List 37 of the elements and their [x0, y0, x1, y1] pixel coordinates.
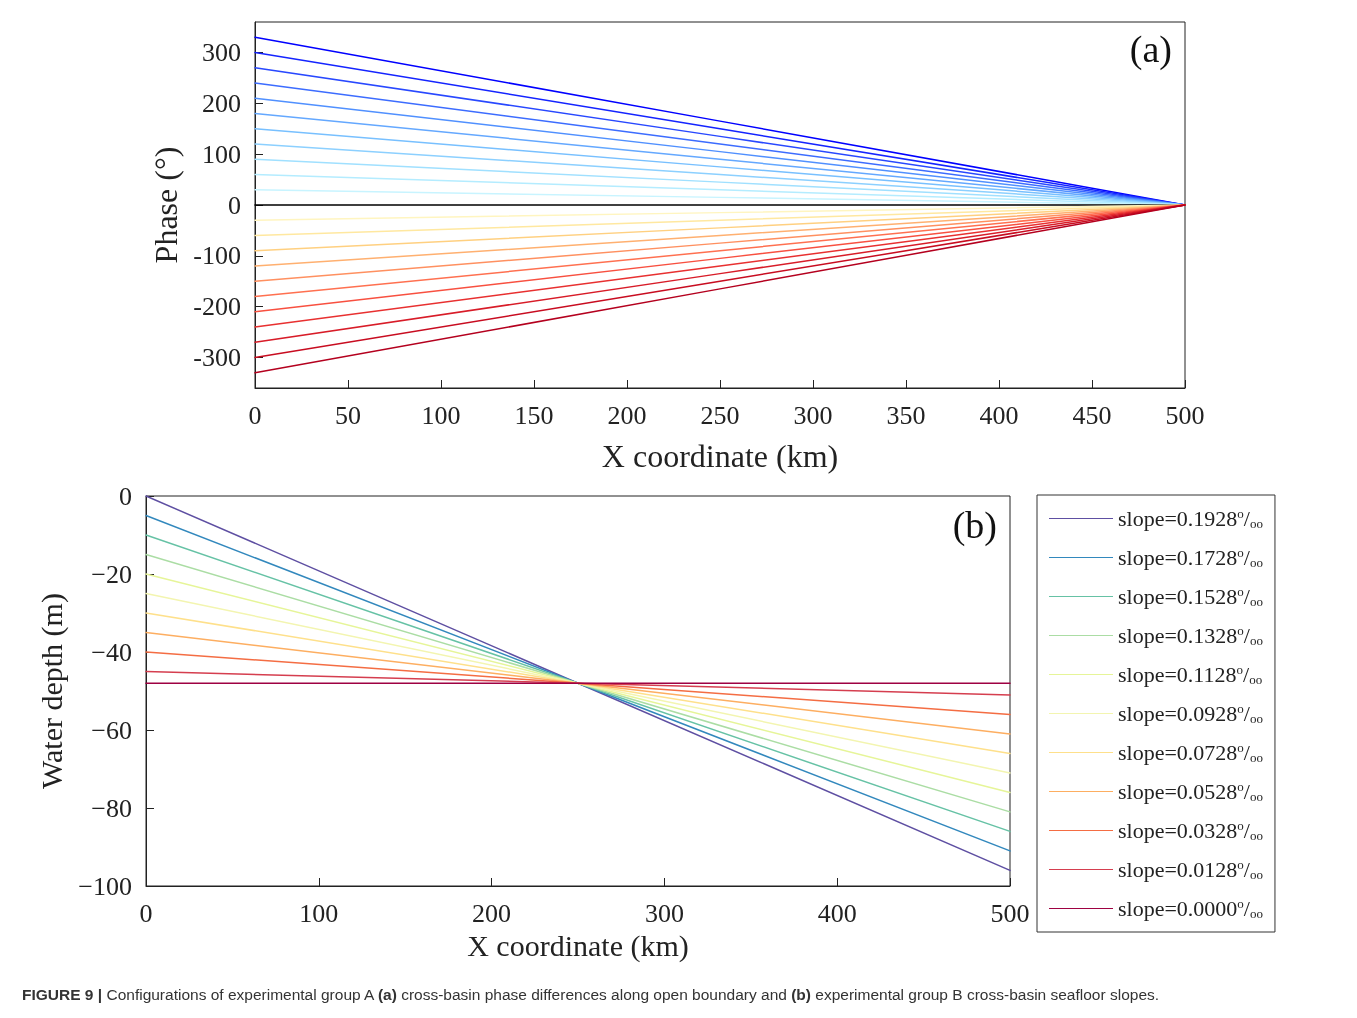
y-axis-title: Water depth (m) [34, 593, 69, 789]
y-tick-label: −80 [91, 793, 132, 823]
y-tick-label: 0 [228, 190, 241, 220]
x-tick-label: 50 [335, 400, 361, 430]
x-tick-label: 0 [248, 400, 262, 430]
y-tick-label: −60 [91, 715, 132, 745]
x-tick-label: 350 [886, 400, 926, 430]
y-tick-label: −100 [78, 871, 132, 901]
x-tick-label: 200 [607, 400, 647, 430]
x-tick-label: 500 [990, 898, 1030, 928]
y-tick-label: -100 [193, 241, 241, 271]
y-tick-label: 0 [119, 481, 132, 511]
annotation: (b) [952, 504, 997, 547]
y-tick-label: -300 [193, 343, 241, 372]
y-tick-label: −20 [91, 559, 132, 589]
x-tick-label: 300 [793, 400, 833, 430]
x-axis-title: X coordinate (km) [467, 929, 689, 964]
y-tick-label: 200 [202, 88, 241, 118]
annotation: (a) [1129, 28, 1173, 71]
x-axis-title: X coordinate (km) [601, 438, 839, 474]
y-tick-label: -200 [193, 292, 241, 322]
x-tick-label: 200 [472, 898, 512, 928]
x-tick-label: 400 [817, 898, 857, 928]
x-tick-label: 500 [1165, 400, 1205, 430]
x-tick-label: 300 [644, 898, 684, 928]
y-tick-label: 300 [202, 38, 241, 67]
y-axis-title: Phase (°) [148, 146, 185, 264]
y-tick-label: 100 [202, 139, 241, 169]
x-tick-label: 400 [979, 400, 1019, 430]
x-tick-label: 150 [514, 400, 554, 430]
x-tick-label: 100 [299, 898, 339, 928]
x-tick-label: 0 [139, 898, 153, 928]
x-tick-label: 450 [1072, 400, 1112, 430]
caption: FIGURE 9 | Configurations of experimental group A (a) cross-basin phase differences along open boundary and (b) experimental group B cross-basin seafloor slopes. [22, 986, 1160, 1004]
x-tick-label: 100 [421, 400, 461, 430]
y-tick-label: −40 [91, 637, 132, 667]
x-tick-label: 250 [700, 400, 740, 430]
